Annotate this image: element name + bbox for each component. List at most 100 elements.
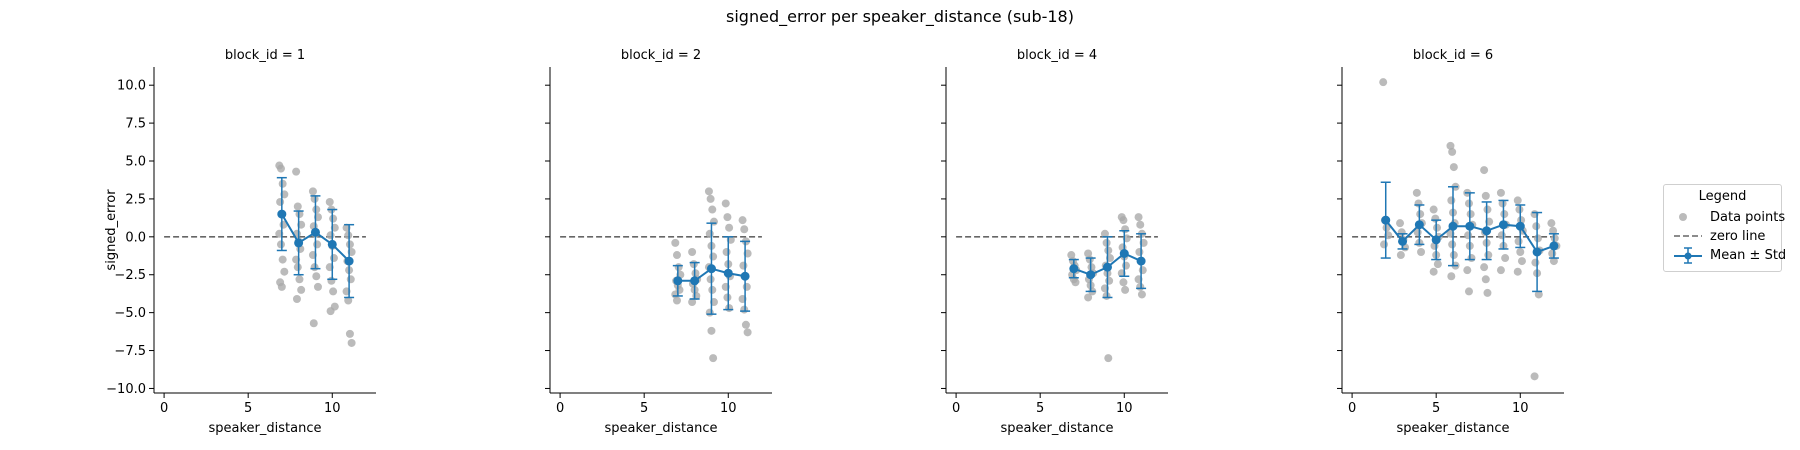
legend-label-data-points: Data points <box>1710 209 1786 225</box>
panel-4-data-point <box>1464 231 1473 240</box>
panel-1-data-point <box>313 240 322 249</box>
panel-3-data-point <box>1121 225 1130 234</box>
panel-4-mean-marker <box>1381 215 1391 225</box>
panel-4-data-point <box>1433 223 1442 232</box>
panel-1-data-point <box>312 205 321 214</box>
panel-4-data-point <box>1550 234 1559 243</box>
panel-1-data-point <box>297 285 306 294</box>
panel-3-data-point <box>1137 290 1146 299</box>
panel-2-data-point <box>691 269 700 278</box>
panel-1-data-point <box>276 240 285 249</box>
panel-2-data-point <box>705 229 714 238</box>
panel-3-data-point <box>1119 216 1128 225</box>
panel-3-data-point <box>1071 278 1080 287</box>
panel-2-data-point <box>740 225 749 234</box>
panel-1-y-tick-label: 2.5 <box>125 192 146 207</box>
panel-2-mean-marker <box>673 276 683 286</box>
panel-4-data-point <box>1480 263 1489 272</box>
panel-3-data-point <box>1119 278 1128 287</box>
panel-1-y-tick-label: −2.5 <box>114 268 146 283</box>
panel-4-x-tick-label: 0 <box>1348 401 1356 416</box>
panel-4-data-point <box>1501 254 1510 263</box>
panel-3-mean-marker <box>1119 249 1129 259</box>
panel-4-data-point <box>1431 214 1440 223</box>
panel-4-title: block_id = 6 <box>1413 48 1493 63</box>
panel-2-data-point <box>671 238 680 247</box>
panel-4-mean-marker <box>1465 221 1475 231</box>
panel-1-x-tick-label: 0 <box>160 401 168 416</box>
panel-1-data-point <box>278 179 287 188</box>
panel-1-data-point <box>327 276 336 285</box>
legend-label-mean-std: Mean ± Std <box>1710 247 1787 263</box>
panel-3-data-point <box>1087 263 1096 272</box>
panel-3-x-label: speaker_distance <box>1001 421 1114 436</box>
panel-2-data-point <box>740 305 749 314</box>
panel-1-data-point <box>276 197 285 206</box>
panel-4-data-point <box>1396 219 1405 228</box>
panel-4-data-point <box>1429 267 1438 276</box>
panel-2-data-point <box>723 293 732 302</box>
panel-1-data-point <box>293 202 302 211</box>
panel-1-data-point <box>344 231 353 240</box>
panel-1-data-point <box>329 287 338 296</box>
panel-4-data-point <box>1449 163 1458 172</box>
panel-1-data-point <box>292 167 301 176</box>
legend-item-zero-line: zero line <box>1672 227 1765 245</box>
panel-2-data-point <box>721 199 730 208</box>
panel-2-data-point <box>707 326 716 335</box>
panel-1-y-tick-label: 5.0 <box>125 155 146 170</box>
panel-4-mean-marker <box>1448 221 1458 231</box>
panel-1-data-point <box>326 307 335 316</box>
panel-1-data-point <box>347 338 356 347</box>
panel-1-y-tick-label: 10.0 <box>117 79 146 94</box>
panel-2-data-point <box>709 252 718 261</box>
panel-1-x-label: speaker_distance <box>209 421 322 436</box>
panel-1-data-point <box>292 294 301 303</box>
panel-1: block_id = 1 10.0 7.5 5.0 2.5 0.0 −2.5 −5.0 −7.5… <box>104 48 376 436</box>
panel-3-mean-marker <box>1086 270 1096 280</box>
panel-3-data-point <box>1102 291 1111 300</box>
panel-2-data-point <box>672 296 681 305</box>
panel-1-data-point <box>329 254 338 263</box>
legend-item-data-points: Data points <box>1672 208 1785 226</box>
panel-3-data-point <box>1104 246 1113 255</box>
panel-4-data-point <box>1463 266 1472 275</box>
panel-4-data-point <box>1483 288 1492 297</box>
panel-4-mean-marker <box>1515 221 1525 231</box>
panel-4-data-point <box>1532 222 1541 231</box>
panel-3-data-point <box>1067 251 1076 260</box>
panel-2-data-point <box>706 275 715 284</box>
panel-3-data-point <box>1085 255 1094 264</box>
legend-title: Legend <box>1698 189 1747 204</box>
panel-4-data-point <box>1382 223 1391 232</box>
panel-4-data-point <box>1447 272 1456 281</box>
panel-3-data-point <box>1121 285 1130 294</box>
panel-1-data-point <box>310 263 319 272</box>
panel-1-data-point <box>326 231 335 240</box>
panels: block_id = 1 10.0 7.5 5.0 2.5 0.0 −2.5 −5.0 −7.5… <box>104 48 1564 436</box>
panel-1-data-point <box>310 194 319 203</box>
panel-2-x-tick-label: 10 <box>720 401 737 416</box>
panel-4-data-point <box>1533 234 1542 243</box>
panel-4-data-point <box>1496 188 1505 197</box>
panel-4-data-point <box>1412 188 1421 197</box>
panel-3-data-point <box>1121 261 1130 270</box>
legend-item-mean-std: Mean ± Std <box>1672 246 1786 264</box>
panel-1-title: block_id = 1 <box>225 48 305 63</box>
panel-2-data-point <box>704 187 713 196</box>
panel-1-data-point <box>293 263 302 272</box>
panel-4-mean-marker <box>1398 236 1408 246</box>
panel-4-data-point <box>1515 205 1524 214</box>
panel-2-x-tick-label: 0 <box>556 401 564 416</box>
panel-4-data-point <box>1481 191 1490 200</box>
panel-4-data-point <box>1467 254 1476 263</box>
panel-4-mean-marker <box>1498 220 1508 230</box>
panel-4-data-point <box>1380 240 1389 249</box>
panel-3-mean-marker <box>1069 264 1079 274</box>
panel-4-data-point <box>1483 205 1492 214</box>
panel-3-data-point <box>1138 266 1147 275</box>
panel-4-data-point <box>1516 247 1525 256</box>
